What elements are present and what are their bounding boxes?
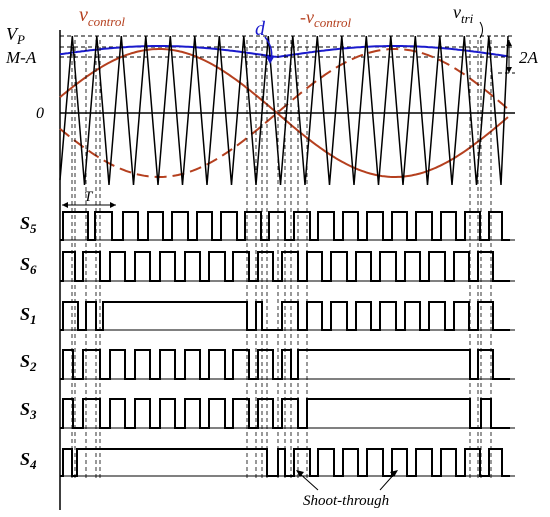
d-pointer-head <box>266 56 274 64</box>
d-curve <box>59 45 509 58</box>
switch-pulse-train <box>60 301 510 331</box>
vtri-label: vtri <box>453 2 474 26</box>
s2-label: S2 <box>20 351 37 374</box>
d-label: d <box>255 18 266 40</box>
switch-pulse-train <box>60 211 510 241</box>
m-a-label: M-A <box>5 48 37 67</box>
shoot-through-annotation: Shoot-through <box>296 470 398 509</box>
two-a-label: 2A <box>519 48 539 67</box>
neg-vcontrol-curve <box>59 48 509 178</box>
shoot-through-label: Shoot-through <box>303 493 389 509</box>
two-a-arrow-top <box>506 40 512 46</box>
period-label: T <box>84 189 94 205</box>
period-arrow-right <box>110 202 116 208</box>
switch-pulse-train <box>60 251 510 282</box>
shoot-through-head-left <box>296 470 304 477</box>
switch-pulse-train <box>60 349 510 380</box>
vtri-triangle-wave <box>59 35 509 186</box>
neg-vcontrol-label: -vcontrol <box>300 7 351 30</box>
switch-pulse-train <box>60 448 510 477</box>
switch-pulse-train <box>60 398 510 429</box>
control-curves <box>59 48 509 178</box>
zero-label: 0 <box>36 105 44 122</box>
s1-label: S1 <box>20 304 37 327</box>
s4-label: S4 <box>20 449 37 472</box>
period-arrow-left <box>62 202 68 208</box>
vcontrol-label: vcontrol <box>79 4 125 29</box>
vtri-pointer <box>479 21 483 39</box>
top-panel: VP M-A 0 vcontrol -vcontrol d vtri 2A T <box>5 2 539 510</box>
switch-labels: S5 S6 S1 S2 S3 S4 <box>20 213 37 472</box>
vp-label: VP <box>6 24 25 47</box>
switch-waveforms <box>60 211 515 477</box>
s5-label: S5 <box>20 213 37 236</box>
s3-label: S3 <box>20 399 37 422</box>
shoot-through-head-right <box>390 470 398 477</box>
vcontrol-curve <box>59 48 509 178</box>
two-a-arrow-bottom <box>506 67 512 73</box>
s6-label: S6 <box>20 254 37 277</box>
